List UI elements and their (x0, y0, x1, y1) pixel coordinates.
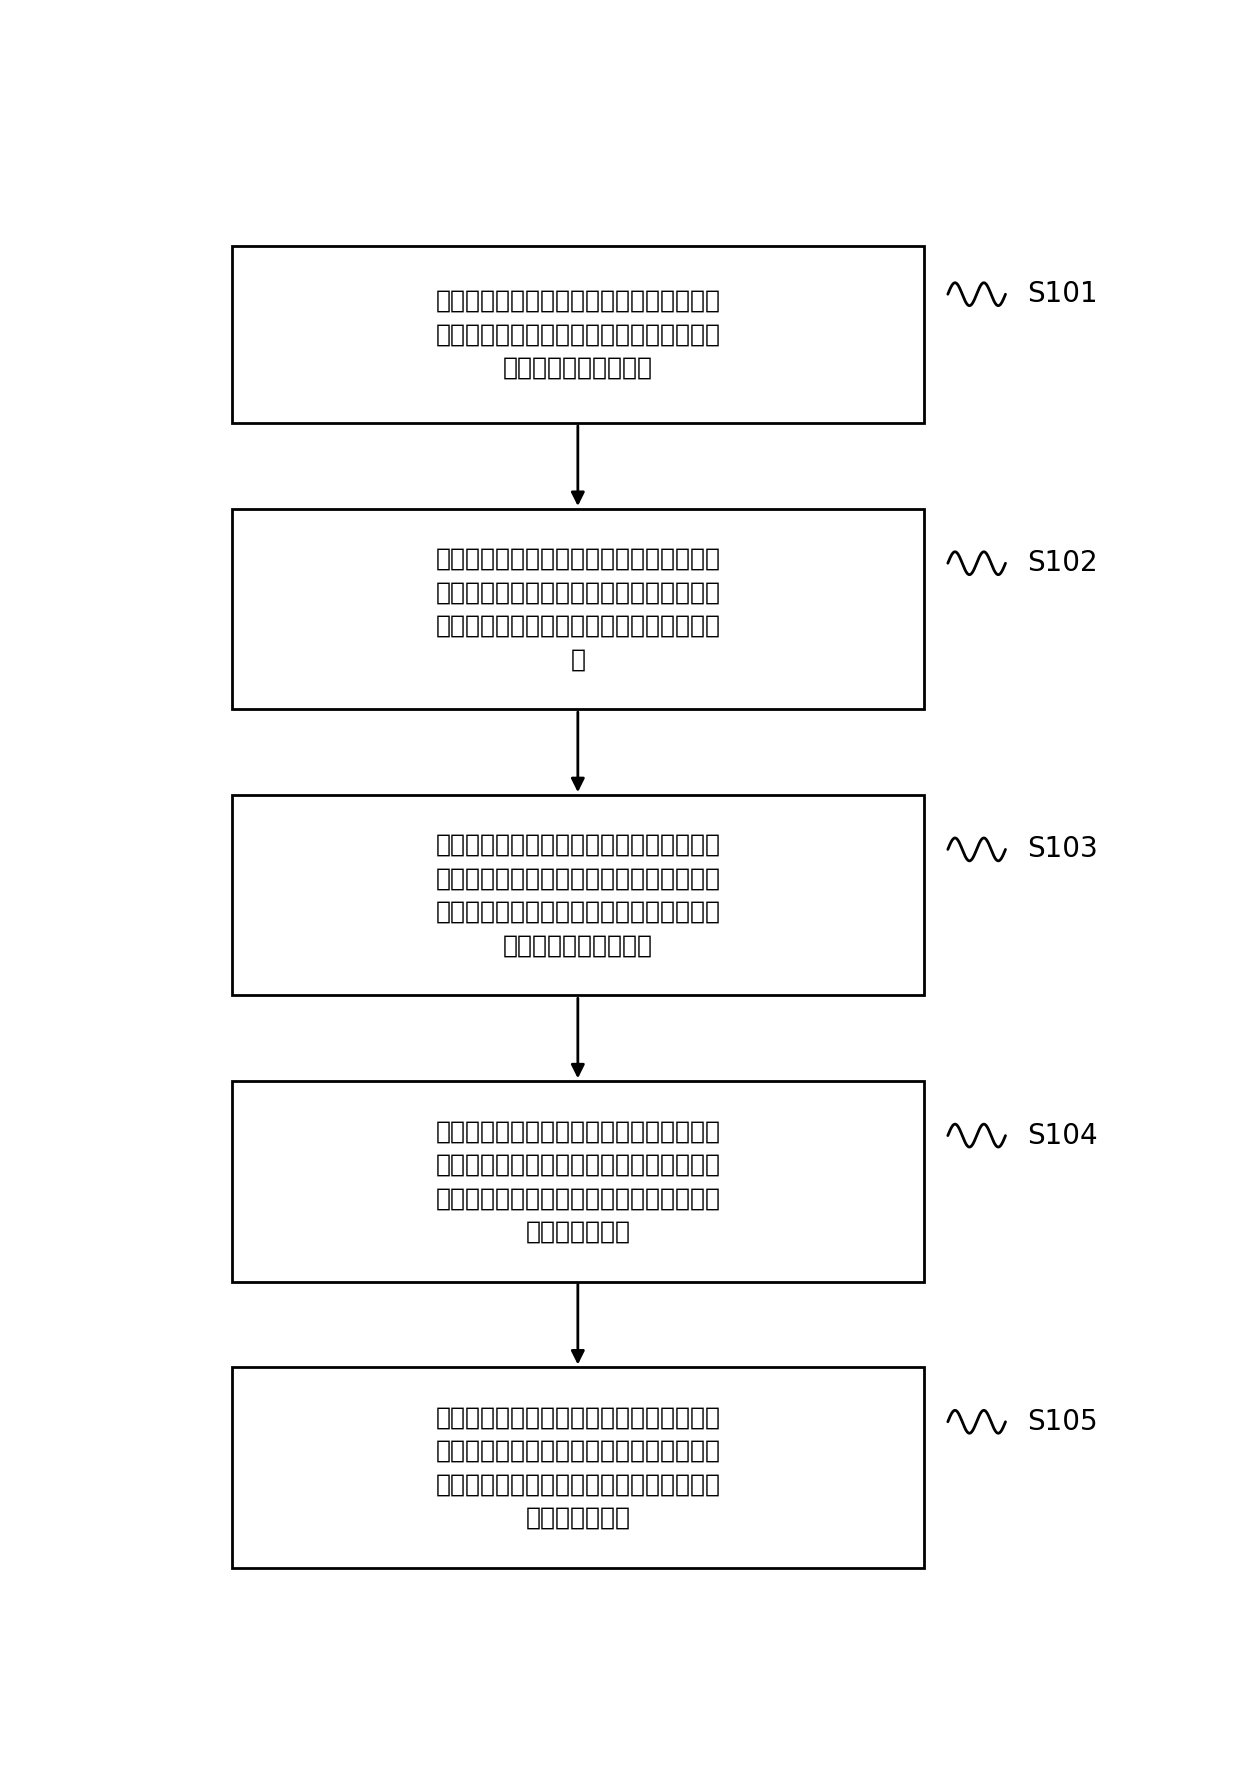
Text: S105: S105 (1028, 1408, 1099, 1436)
Text: S104: S104 (1028, 1122, 1099, 1149)
Bar (232, 1367, 924, 1568)
Text: 查验所述信息集数量是否与各零件数量匹配
、及各所述零件对应的信息集中相关信息是
否正确，若数量不匹配或相关信息不正确则
进行相应的修改: 查验所述信息集数量是否与各零件数量匹配 、及各所述零件对应的信息集中相关信息是 … (435, 1119, 720, 1243)
Text: S103: S103 (1028, 835, 1099, 863)
Bar (232, 508, 924, 710)
Text: S101: S101 (1028, 280, 1099, 309)
Text: 集合与各所述零件的切割信息、加工信息、
及装配信息，并增加各所述零件相应的物流
信息以形成信息集，汇总各所述零件对应的
信息集以形成总信息集: 集合与各所述零件的切割信息、加工信息、 及装配信息，并增加各所述零件相应的物流 … (435, 833, 720, 958)
Bar (232, 1081, 924, 1281)
Bar (232, 246, 924, 423)
Text: 在查验无误后，依据所述总信息集生成包含
所述零件形状、内外部轮廓、安装线、加工
线中一种或多种组合的视图集，以便于不同
操作人员的查看: 在查验无误后，依据所述总信息集生成包含 所述零件形状、内外部轮廓、安装线、加工 … (435, 1406, 720, 1531)
Text: 依据各所述零件的设计信息、及类型所匹配
的切割、加工、及装配工艺，以确定各所述
零件对应的切割信息、加工信息、及装配信
息: 依据各所述零件的设计信息、及类型所匹配 的切割、加工、及装配工艺，以确定各所述 … (435, 546, 720, 671)
Text: S102: S102 (1028, 549, 1099, 578)
Text: 依据船舶分段零件三维模型获取零件的数量
、及各零件的设计信息，并依据各所述零件
的设计信息确定其类型: 依据船舶分段零件三维模型获取零件的数量 、及各零件的设计信息，并依据各所述零件 … (435, 289, 720, 380)
Bar (232, 796, 924, 995)
